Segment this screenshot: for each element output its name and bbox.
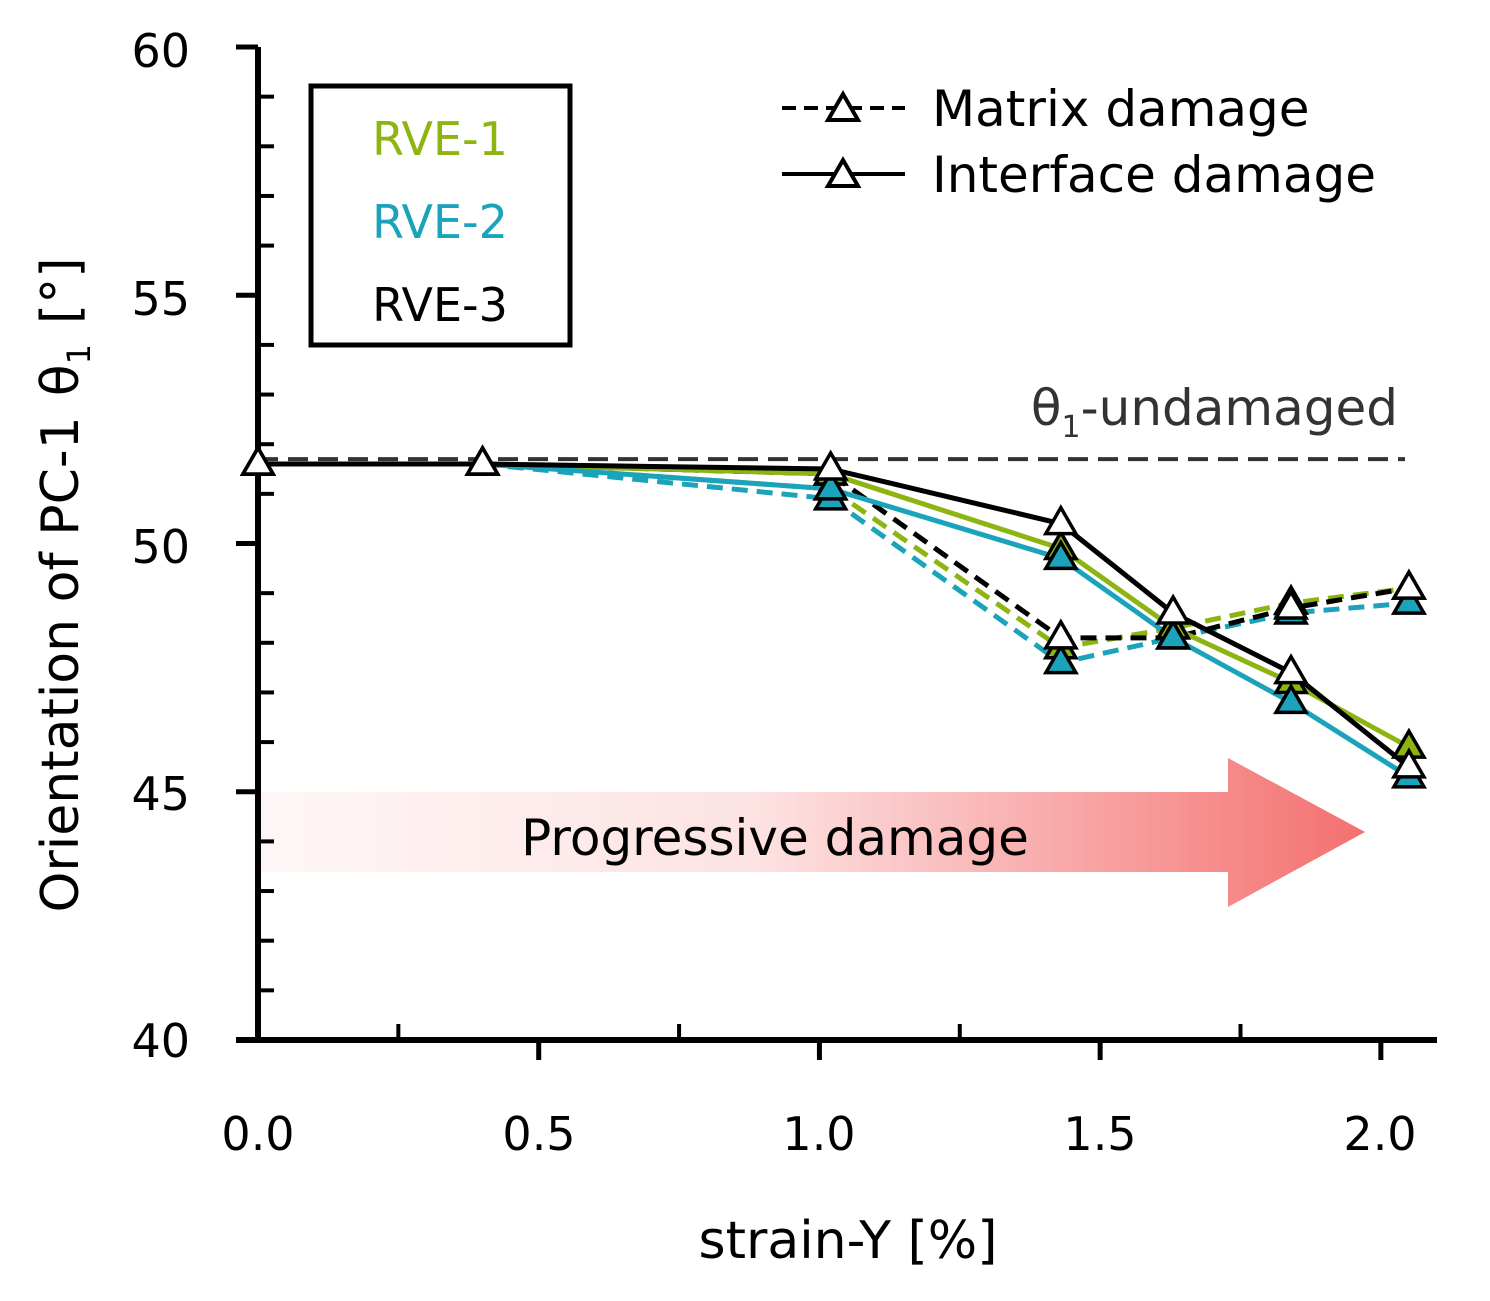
marker-rve-3-interface-3	[1042, 504, 1079, 536]
x-tick-label-2-0: 2.0	[1343, 1107, 1416, 1161]
marker-rve-3-matrix-5	[1272, 588, 1310, 620]
marker-rve-3-matrix-6	[1390, 568, 1427, 600]
y-tick-label-45: 45	[131, 767, 190, 821]
marker-rve-3-matrix-3	[1042, 618, 1079, 650]
marker-rve-2-interface-5	[1272, 682, 1310, 715]
x-axis-title: strain-Y [%]	[699, 1211, 998, 1271]
marker-rve-3-interface-0	[239, 444, 277, 476]
legend-interface-damage-marker	[824, 155, 862, 188]
marker-rve-3-interface-4	[1155, 593, 1192, 625]
marker-rve-2-matrix-3	[1042, 643, 1079, 675]
marker-rve-2-matrix-6	[1390, 583, 1427, 615]
progressive-damage-label: Progressive damage	[521, 809, 1029, 867]
marker-rve-3-interface-1	[464, 444, 501, 476]
y-tick-label-55: 55	[131, 272, 190, 326]
y-tick-label-50: 50	[131, 520, 190, 574]
progressive-damage-arrow	[258, 758, 1365, 907]
marker-rve-3-interface-2	[812, 449, 849, 481]
rve-legend-box	[308, 83, 573, 348]
x-tick-label-1-0: 1.0	[782, 1107, 855, 1161]
x-tick-label-0-5: 0.5	[502, 1107, 575, 1161]
undamaged-reference-label: θ1-undamaged	[1031, 379, 1398, 445]
marker-rve-2-interface-2	[812, 469, 849, 501]
legend-rve-2: RVE-2	[372, 195, 508, 249]
legend-rve-1: RVE-1	[372, 112, 508, 166]
legend-matrix-damage-marker	[824, 89, 862, 122]
marker-rve-2-interface-3	[1042, 538, 1079, 571]
axis-ticks	[236, 44, 1384, 1060]
data-series	[239, 444, 1427, 789]
legend-interface-damage-label: Interface damage	[932, 146, 1376, 204]
y-tick-label-40: 40	[131, 1014, 190, 1068]
x-tick-label-0-0: 0.0	[221, 1107, 294, 1161]
marker-rve-3-interface-6	[1390, 747, 1427, 779]
y-tick-label-60: 60	[131, 24, 190, 78]
y-axis-title: Orientation of PC-1θ1[°]	[31, 257, 98, 912]
x-tick-label-1-5: 1.5	[1063, 1107, 1136, 1161]
marker-rve-2-interface-4	[1155, 618, 1192, 650]
legend-rve-3: RVE-3	[372, 278, 508, 332]
marker-rve-3-interface-5	[1272, 653, 1310, 685]
legend-matrix-damage-label: Matrix damage	[932, 80, 1310, 138]
